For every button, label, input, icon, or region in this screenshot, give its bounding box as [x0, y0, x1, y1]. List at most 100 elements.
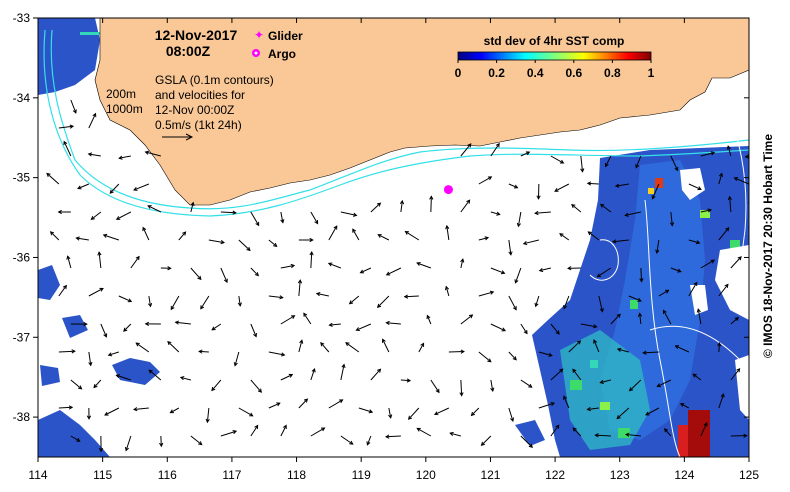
velocity-arrow-head — [257, 388, 262, 393]
velocity-arrow-head — [513, 184, 519, 189]
velocity-arrow-head — [283, 424, 287, 429]
velocity-arrow — [680, 403, 690, 409]
velocity-arrow — [538, 351, 552, 357]
velocity-arrow-head — [651, 195, 656, 200]
colorbar-tick-label: 0 — [455, 66, 462, 80]
velocity-arrow-head — [663, 428, 669, 433]
velocity-arrow-head — [743, 433, 748, 438]
colorbar-tick-label: 0.8 — [604, 66, 621, 80]
velocity-arrow — [200, 295, 210, 310]
velocity-arrow — [460, 379, 463, 396]
velocity-arrow-head — [99, 287, 104, 292]
velocity-arrow-head — [420, 342, 425, 347]
velocity-arrow-head — [341, 363, 346, 369]
velocity-arrow-head — [86, 415, 92, 420]
velocity-arrow — [670, 155, 679, 171]
velocity-arrow-head — [586, 181, 592, 186]
x-tick-label: 115 — [93, 468, 112, 482]
velocity-arrow — [658, 289, 669, 297]
velocity-arrow-head — [102, 233, 108, 238]
velocity-arrow — [67, 256, 72, 269]
velocity-arrow-head — [426, 314, 431, 320]
velocity-arrow — [148, 369, 162, 381]
velocity-arrow — [170, 407, 180, 414]
velocity-arrow-head — [205, 418, 210, 424]
velocity-arrow — [46, 173, 60, 185]
velocity-arrow — [280, 315, 295, 325]
velocity-arrow — [554, 183, 570, 192]
sst-data-west — [38, 18, 545, 457]
velocity-arrow-head — [352, 212, 358, 217]
velocity-arrow — [386, 322, 401, 325]
velocity-arrow-head — [377, 368, 382, 373]
velocity-arrow — [490, 267, 505, 274]
velocity-arrow — [657, 379, 672, 387]
velocity-arrow — [77, 183, 90, 189]
velocity-arrow-head — [416, 427, 421, 432]
velocity-arrow — [629, 379, 642, 392]
velocity-arrow-head — [66, 255, 71, 260]
velocity-arrow-head — [280, 219, 285, 224]
velocity-arrow — [70, 99, 77, 114]
velocity-arrow-head — [576, 340, 582, 345]
velocity-arrow — [568, 340, 581, 353]
velocity-arrow — [508, 295, 517, 310]
gsla-note-line-1: GSLA (0.1m contours) — [155, 73, 274, 87]
velocity-arrow-head — [339, 399, 344, 404]
velocity-arrow-head — [348, 300, 354, 305]
velocity-arrow — [478, 351, 492, 363]
velocity-arrow — [345, 342, 360, 353]
velocity-arrow — [610, 313, 621, 325]
velocity-arrow-head — [142, 226, 147, 232]
velocity-arrow-head — [593, 339, 598, 344]
velocity-arrow — [656, 239, 660, 254]
velocity-arrow — [316, 293, 329, 297]
velocity-arrow — [761, 380, 773, 391]
map-date: 12-Nov-2017 — [155, 27, 238, 43]
velocity-arrow — [250, 323, 257, 337]
velocity-arrow — [418, 343, 424, 353]
velocity-arrow — [635, 155, 642, 168]
velocity-arrow — [520, 323, 528, 334]
velocity-arrow-head — [642, 350, 647, 355]
velocity-arrow — [180, 376, 191, 381]
velocity-arrow-head — [501, 327, 507, 332]
velocity-arrow — [748, 295, 749, 297]
velocity-arrow — [523, 239, 539, 245]
velocity-arrow — [268, 295, 283, 299]
velocity-arrow-head — [445, 224, 450, 230]
velocity-arrow-head — [534, 302, 539, 308]
velocity-arrow-head — [433, 411, 439, 416]
velocity-arrow — [135, 342, 150, 353]
velocity-arrow — [370, 368, 381, 381]
velocity-arrow — [430, 379, 440, 393]
velocity-arrow-head — [291, 315, 296, 320]
velocity-arrow-head — [616, 347, 622, 352]
velocity-arrow-head — [349, 440, 354, 445]
velocity-arrow-head — [444, 285, 450, 291]
velocity-arrow-head — [109, 189, 114, 194]
velocity-arrow-head — [309, 237, 314, 243]
velocity-arrow — [103, 234, 120, 241]
velocity-arrow — [50, 231, 60, 241]
velocity-arrow-head — [104, 411, 109, 416]
velocity-arrow — [250, 211, 260, 226]
x-tick-label: 120 — [416, 468, 436, 482]
velocity-arrow-head — [404, 231, 409, 235]
velocity-arrow-head — [135, 342, 140, 347]
velocity-arrow — [360, 267, 372, 274]
velocity-arrow — [605, 155, 612, 167]
velocity-arrow-head — [132, 407, 138, 412]
velocity-arrow-head — [253, 333, 257, 338]
velocity-arrow — [572, 427, 582, 437]
velocity-arrow-head — [359, 269, 365, 274]
velocity-arrow — [206, 407, 210, 423]
velocity-arrow — [580, 155, 584, 172]
velocity-arrow-head — [522, 240, 528, 246]
velocity-arrow-head — [490, 387, 495, 393]
velocity-arrow-head — [223, 278, 228, 284]
velocity-arrow — [167, 341, 180, 353]
velocity-arrow — [370, 202, 381, 213]
velocity-arrow — [250, 267, 259, 276]
